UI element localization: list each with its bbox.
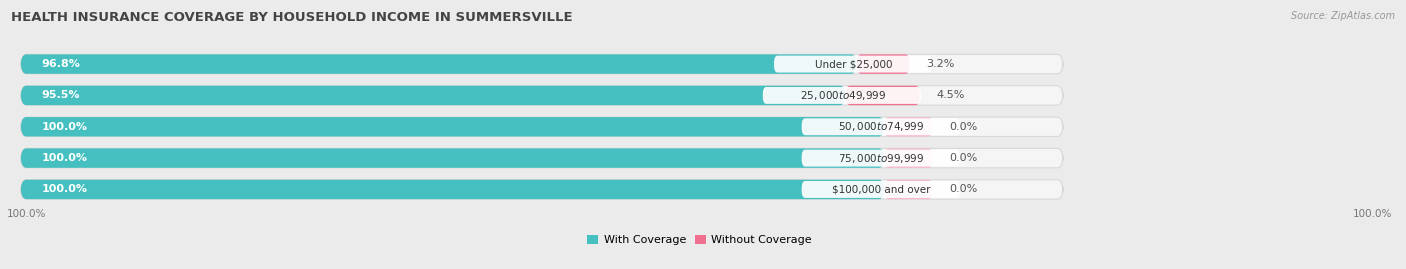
Text: 4.5%: 4.5% bbox=[936, 90, 965, 100]
Text: $100,000 and over: $100,000 and over bbox=[832, 185, 931, 194]
FancyBboxPatch shape bbox=[801, 118, 960, 135]
FancyBboxPatch shape bbox=[21, 117, 884, 136]
Legend: With Coverage, Without Coverage: With Coverage, Without Coverage bbox=[582, 230, 817, 249]
Text: HEALTH INSURANCE COVERAGE BY HOUSEHOLD INCOME IN SUMMERSVILLE: HEALTH INSURANCE COVERAGE BY HOUSEHOLD I… bbox=[11, 11, 572, 24]
Text: 100.0%: 100.0% bbox=[7, 209, 46, 219]
Text: 3.2%: 3.2% bbox=[927, 59, 955, 69]
Text: 0.0%: 0.0% bbox=[949, 185, 977, 194]
FancyBboxPatch shape bbox=[21, 54, 856, 74]
Text: 95.5%: 95.5% bbox=[41, 90, 80, 100]
FancyBboxPatch shape bbox=[846, 86, 920, 105]
Text: 0.0%: 0.0% bbox=[949, 153, 977, 163]
FancyBboxPatch shape bbox=[763, 87, 921, 104]
Text: 0.0%: 0.0% bbox=[949, 122, 977, 132]
FancyBboxPatch shape bbox=[801, 181, 960, 198]
FancyBboxPatch shape bbox=[21, 117, 1063, 136]
FancyBboxPatch shape bbox=[884, 148, 932, 168]
Text: $25,000 to $49,999: $25,000 to $49,999 bbox=[800, 89, 886, 102]
Text: 100.0%: 100.0% bbox=[41, 122, 87, 132]
FancyBboxPatch shape bbox=[884, 117, 932, 136]
FancyBboxPatch shape bbox=[884, 180, 932, 199]
FancyBboxPatch shape bbox=[21, 180, 1063, 199]
Text: $50,000 to $74,999: $50,000 to $74,999 bbox=[838, 120, 925, 133]
Text: 100.0%: 100.0% bbox=[1353, 209, 1392, 219]
FancyBboxPatch shape bbox=[21, 180, 884, 199]
FancyBboxPatch shape bbox=[21, 148, 1063, 168]
FancyBboxPatch shape bbox=[801, 150, 960, 167]
FancyBboxPatch shape bbox=[21, 148, 884, 168]
FancyBboxPatch shape bbox=[856, 54, 910, 74]
Text: 100.0%: 100.0% bbox=[41, 185, 87, 194]
FancyBboxPatch shape bbox=[21, 86, 1063, 105]
FancyBboxPatch shape bbox=[21, 86, 846, 105]
Text: 96.8%: 96.8% bbox=[41, 59, 80, 69]
Text: 100.0%: 100.0% bbox=[41, 153, 87, 163]
Text: $75,000 to $99,999: $75,000 to $99,999 bbox=[838, 152, 925, 165]
Text: Source: ZipAtlas.com: Source: ZipAtlas.com bbox=[1291, 11, 1395, 21]
FancyBboxPatch shape bbox=[773, 56, 932, 73]
Text: Under $25,000: Under $25,000 bbox=[815, 59, 893, 69]
FancyBboxPatch shape bbox=[21, 54, 1063, 74]
